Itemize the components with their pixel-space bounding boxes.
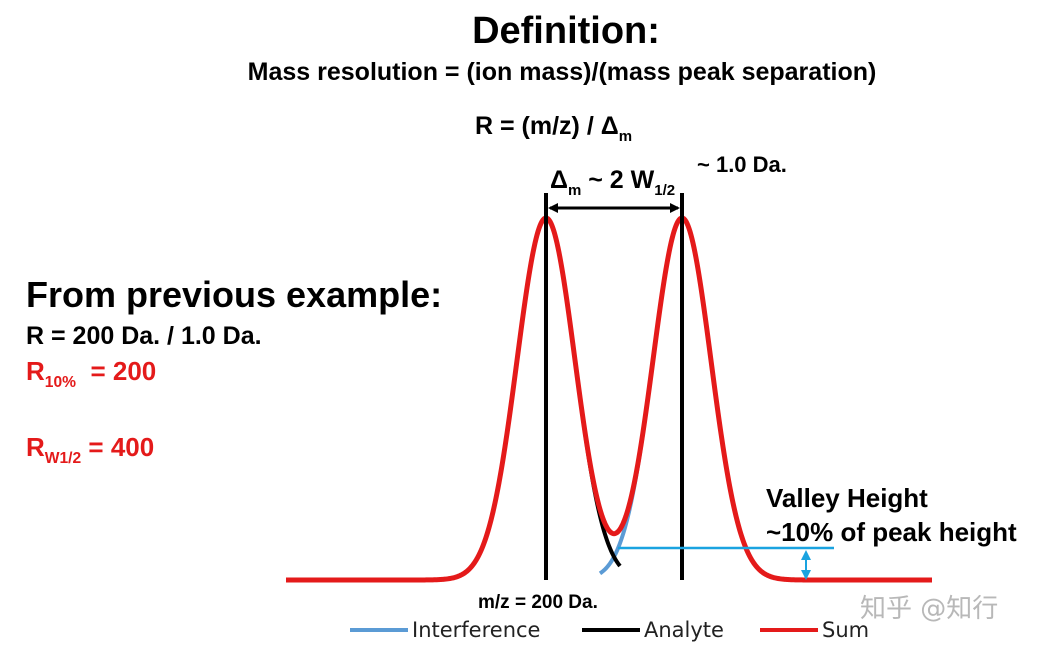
delta-symbol: Δ [550, 166, 568, 194]
r10-sub: 10% [44, 374, 76, 392]
formula-prefix: R = (m/z) / [475, 112, 601, 140]
example-r-calc: R = 200 Da. / 1.0 Da. [26, 322, 262, 350]
rw-sub: W1/2 [44, 450, 82, 468]
watermark: 知乎 @知行 [860, 594, 999, 624]
page-title: Definition: [472, 10, 660, 52]
w-half-sub: 1/2 [654, 181, 676, 199]
legend-interference-label: Interference [412, 618, 541, 642]
rw-result: RW1/2 = 400 [26, 432, 155, 466]
sum-curve [286, 215, 932, 583]
peak-separation-label: Δm ~ 2 W1/2 [550, 166, 675, 198]
mz-label: m/z = 200 Da. [478, 592, 598, 613]
legend-sum-label: Sum [822, 618, 870, 642]
legend-interference: Interference [350, 618, 540, 642]
definition-subtitle: Mass resolution = (ion mass)/(mass peak … [247, 58, 877, 86]
separation-value: ~ 1.0 Da. [697, 152, 787, 177]
example-heading: From previous example: [26, 274, 443, 315]
r10-value: = 200 [76, 356, 157, 386]
legend-interference-swatch [350, 628, 408, 632]
valley-label-line1: Valley Height [766, 483, 928, 513]
legend-sum-swatch [760, 628, 818, 632]
r10-result: R10% = 200 [26, 356, 157, 390]
formula-delta-sub: m [618, 127, 633, 145]
rw-main: R [26, 432, 45, 462]
resolution-formula: R = (m/z) / Δm [475, 112, 632, 144]
valley-label-line2: ~10% of peak height [766, 517, 1017, 547]
delta-sub: m [567, 181, 582, 199]
legend-analyte-swatch [582, 628, 640, 632]
legend-sum: Sum [760, 618, 869, 642]
legend-analyte: Analyte [582, 618, 724, 642]
formula-delta: Δ [600, 112, 619, 140]
r10-main: R [26, 356, 45, 386]
separation-mid: ~ 2 W [581, 166, 655, 194]
rw-value: = 400 [81, 432, 155, 462]
interference-curve [598, 215, 781, 581]
legend-analyte-label: Analyte [644, 618, 724, 642]
